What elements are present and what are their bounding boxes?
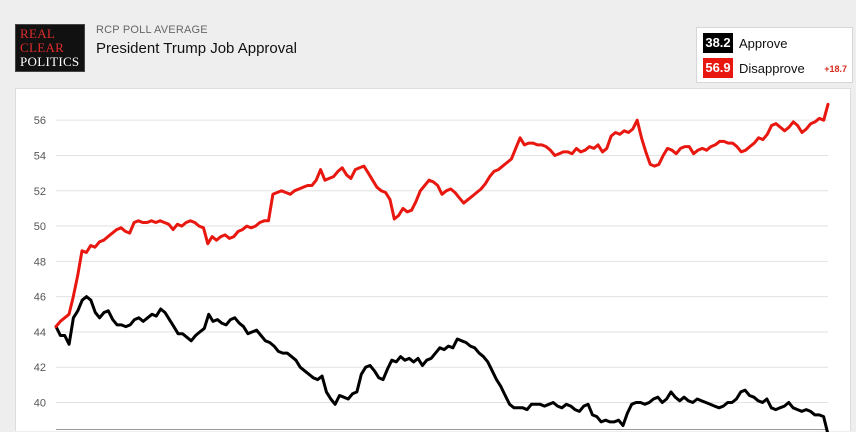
y-tick-label: 40 bbox=[34, 398, 46, 410]
header-subtitle: RCP POLL AVERAGE bbox=[96, 24, 208, 36]
series-line-approve[interactable] bbox=[54, 295, 829, 432]
y-tick-label: 42 bbox=[34, 362, 46, 374]
disapprove-label: Disapprove bbox=[739, 60, 805, 76]
chart-panel: 40 42 44 46 48 50 52 54 56 bbox=[15, 88, 851, 432]
y-tick-label: 46 bbox=[34, 292, 46, 304]
y-tick-label: 54 bbox=[34, 150, 46, 162]
chart-legend: 38.2 Approve 56.9 Disapprove +18.7 bbox=[696, 27, 853, 83]
approve-label: Approve bbox=[739, 35, 788, 51]
realclearpolitics-logo[interactable]: Real Clear Politics bbox=[15, 24, 85, 72]
y-tick-label: 48 bbox=[34, 256, 46, 268]
spread-value: +18.7 bbox=[824, 64, 847, 74]
page-title: President Trump Job Approval bbox=[96, 40, 297, 57]
y-tick-label: 56 bbox=[34, 115, 46, 127]
legend-item-approve: 38.2 Approve bbox=[703, 33, 787, 53]
y-tick-label: 44 bbox=[34, 327, 46, 339]
series-line-disapprove[interactable] bbox=[54, 102, 830, 329]
y-tick-label: 52 bbox=[34, 186, 46, 198]
disapprove-value-badge: 56.9 bbox=[703, 58, 733, 78]
logo-line-3: Politics bbox=[20, 54, 80, 69]
legend-item-disapprove: 56.9 Disapprove bbox=[703, 58, 805, 78]
logo-line-1: Real bbox=[20, 26, 56, 41]
y-tick-label: 50 bbox=[34, 221, 46, 233]
logo-line-2: Clear bbox=[20, 40, 65, 55]
approve-value-badge: 38.2 bbox=[703, 33, 733, 53]
approval-line-chart: 40 42 44 46 48 50 52 54 56 bbox=[34, 102, 830, 432]
